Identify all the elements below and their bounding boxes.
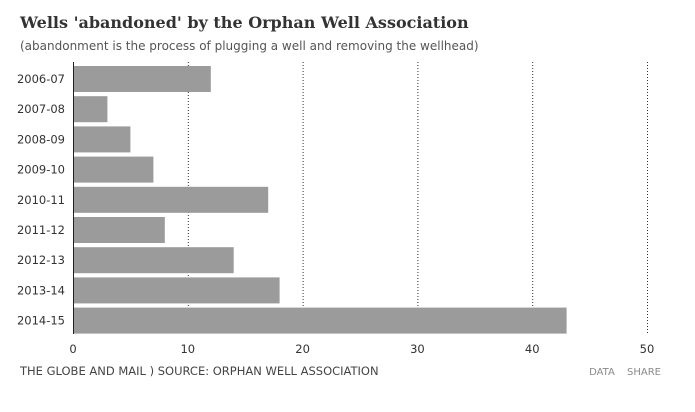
chart-subtitle: (abandonment is the process of plugging … [20,39,479,53]
bar-2010-11 [73,186,269,213]
share-link[interactable]: SHARE [627,367,661,378]
category-label-2013-14: 2013-14 [17,283,65,297]
bar-2006-07 [73,66,211,92]
source-credit: THE GLOBE AND MAIL ) SOURCE: ORPHAN WELL… [20,364,379,378]
category-label-2014-15: 2014-15 [17,314,65,328]
bar-2008-09 [73,126,131,153]
category-label-2012-13: 2012-13 [17,253,65,267]
x-tick-label-20: 20 [295,342,310,356]
category-label-2011-12: 2011-12 [17,223,65,237]
bar-2011-12 [73,217,165,243]
x-tick-label-0: 0 [69,342,76,356]
bar-2007-08 [73,96,108,123]
bar-2014-15 [73,307,567,334]
x-tick-label-50: 50 [640,342,655,356]
category-label-2009-10: 2009-10 [17,163,65,177]
category-label-2007-08: 2007-08 [17,102,65,116]
x-tick-label-10: 10 [180,342,195,356]
x-tick-label-30: 30 [410,342,425,356]
footer-links: DATA SHARE [580,367,661,378]
data-link[interactable]: DATA [589,367,615,378]
category-label-2008-09: 2008-09 [17,132,65,146]
x-tick-label-40: 40 [525,342,540,356]
category-label-2010-11: 2010-11 [17,193,65,207]
bar-2012-13 [73,247,234,274]
bar-2013-14 [73,277,280,304]
chart-title: Wells 'abandoned' by the Orphan Well Ass… [20,13,469,32]
category-label-2006-07: 2006-07 [17,72,65,86]
bar-2009-10 [73,156,154,183]
